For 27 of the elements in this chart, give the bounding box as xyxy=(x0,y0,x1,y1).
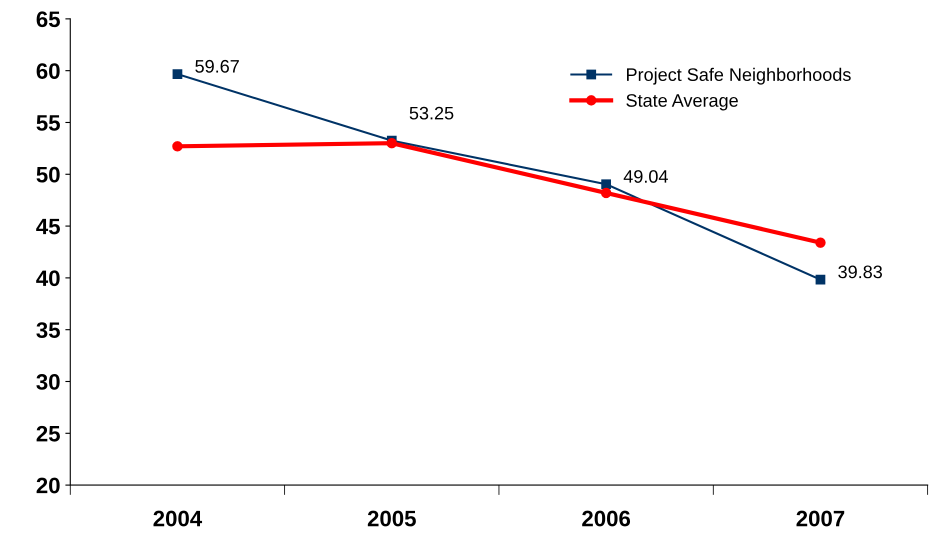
y-tick-label: 50 xyxy=(36,166,60,183)
y-tick-label: 45 xyxy=(36,218,60,234)
y-tick-label: 30 xyxy=(36,374,60,390)
y-tick-label: 20 xyxy=(36,478,60,494)
point xyxy=(816,274,826,285)
y-tick-label: 60 xyxy=(36,63,60,79)
x-tick-label: 2007 xyxy=(796,510,844,526)
data-label: 59.67 xyxy=(195,60,239,73)
y-tick-label: 40 xyxy=(36,270,60,286)
data-label: 53.25 xyxy=(410,106,454,120)
x-tick-label: 2005 xyxy=(368,510,416,526)
x-tick-label: 2006 xyxy=(582,510,630,526)
point xyxy=(172,141,183,152)
data-label: 39.83 xyxy=(838,265,882,278)
point xyxy=(172,69,182,79)
legend-label: Project Safe Neighborhoods xyxy=(627,68,851,85)
y-tick-label: 65 xyxy=(36,11,60,28)
data-label: 49.04 xyxy=(624,170,668,183)
y-tick-label: 35 xyxy=(36,322,60,338)
point xyxy=(600,188,612,198)
legend-label: State Average xyxy=(626,94,738,110)
x-tick-label: 2004 xyxy=(154,510,202,526)
point xyxy=(601,179,611,190)
point xyxy=(386,138,397,148)
y-tick-label: 25 xyxy=(36,426,60,442)
point xyxy=(815,237,826,248)
y-tick-label: 55 xyxy=(36,115,60,131)
